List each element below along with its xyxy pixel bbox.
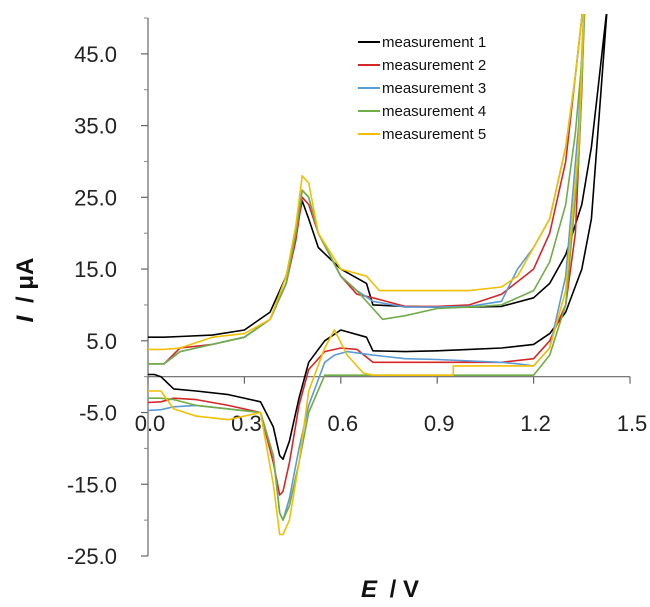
y-tick-label: 5.0 (86, 329, 117, 354)
x-tick-label: 0.3 (231, 411, 262, 436)
axis-titles: E / V I / μA (12, 258, 419, 603)
x-axis-variable: E (361, 576, 378, 603)
legend-label-2: measurement 2 (382, 57, 486, 74)
x-tick-label: 0.6 (328, 411, 359, 436)
y-tick-label: -25.0 (67, 544, 117, 569)
y-tick-label: -15.0 (67, 472, 117, 497)
y-tick-label: 45.0 (74, 42, 117, 67)
axes: 45.0 35.0 25.0 15.0 5.0 -5.0 -15.0 -25.0 0.0 0.3 0… (67, 17, 648, 569)
y-axis-variable: I (12, 314, 39, 322)
legend-label-1: measurement 1 (382, 34, 486, 51)
y-tick-label: 15.0 (74, 257, 117, 282)
series-line-1 (148, 14, 608, 461)
series-line-4 (148, 14, 586, 521)
series-line-3 (148, 14, 585, 521)
legend-label-5: measurement 5 (382, 126, 486, 143)
x-tick-label: 0.9 (424, 411, 455, 436)
x-tick-label: 0.0 (135, 411, 166, 436)
y-tick-label: -5.0 (79, 401, 117, 426)
y-axis-unit: / μA (12, 258, 39, 303)
series-line-5 (148, 14, 585, 536)
y-tick-label: 35.0 (74, 114, 117, 139)
legend-label-3: measurement 3 (382, 80, 486, 97)
y-tick-label: 25.0 (74, 185, 117, 210)
x-tick-label: 1.5 (617, 411, 648, 436)
legend-label-4: measurement 4 (382, 103, 486, 120)
x-tick-label: 1.2 (520, 411, 551, 436)
series-layer (148, 14, 608, 536)
y-axis-title: I / μA (12, 258, 39, 323)
legend: measurement 1 measurement 2 measurement 3 m… (358, 34, 486, 143)
x-axis-title: E / V (361, 576, 419, 603)
x-axis-unit: / V (390, 576, 419, 603)
